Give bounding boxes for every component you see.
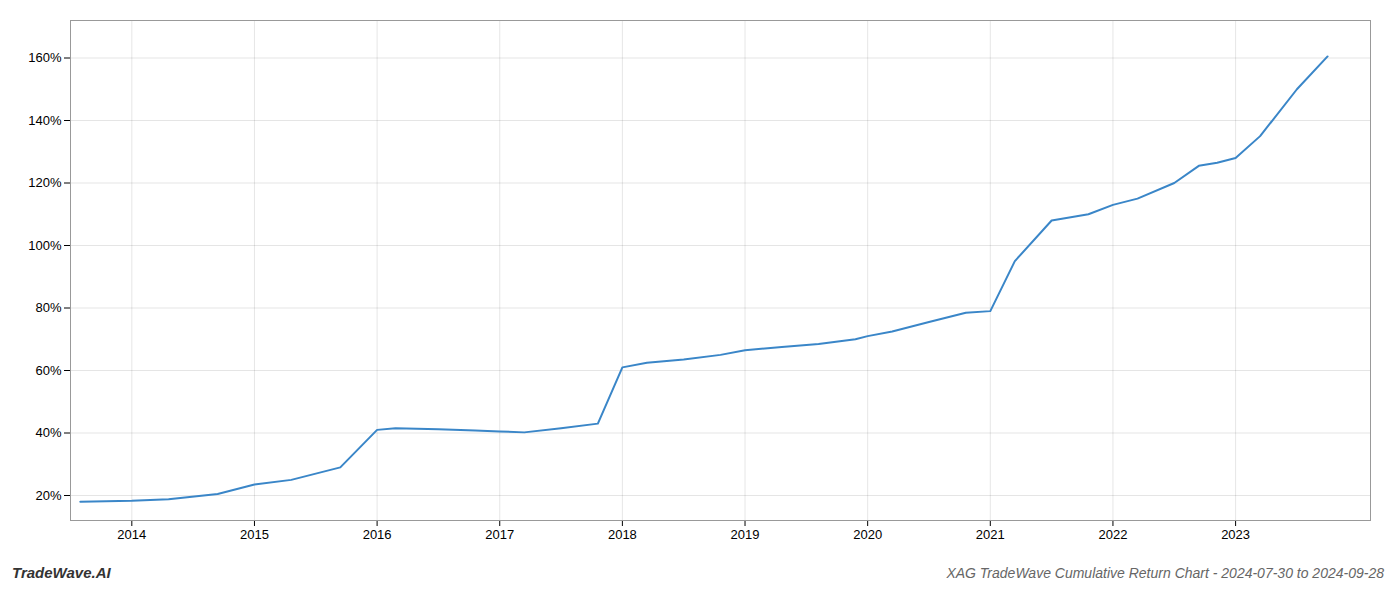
svg-text:2014: 2014	[117, 527, 146, 542]
svg-text:160%: 160%	[28, 50, 62, 65]
svg-text:100%: 100%	[28, 238, 62, 253]
svg-text:2019: 2019	[731, 527, 760, 542]
svg-text:2016: 2016	[363, 527, 392, 542]
html-text:XAG TradeWave Cumulative Retur: XAG TradeWave Cumulative Return Chart - …	[946, 565, 1384, 581]
svg-text:2022: 2022	[1098, 527, 1127, 542]
svg-text:120%: 120%	[28, 175, 62, 190]
svg-text:2021: 2021	[976, 527, 1005, 542]
html-text:TradeWave.AI: TradeWave.AI	[12, 564, 111, 581]
svg-text:140%: 140%	[28, 113, 62, 128]
svg-text:2018: 2018	[608, 527, 637, 542]
svg-text:2015: 2015	[240, 527, 269, 542]
svg-text:2020: 2020	[853, 527, 882, 542]
svg-text:40%: 40%	[35, 425, 61, 440]
svg-text:80%: 80%	[35, 300, 61, 315]
svg-text:60%: 60%	[35, 363, 61, 378]
svg-text:2017: 2017	[485, 527, 514, 542]
svg-text:20%: 20%	[35, 488, 61, 503]
svg-text:2023: 2023	[1221, 527, 1250, 542]
